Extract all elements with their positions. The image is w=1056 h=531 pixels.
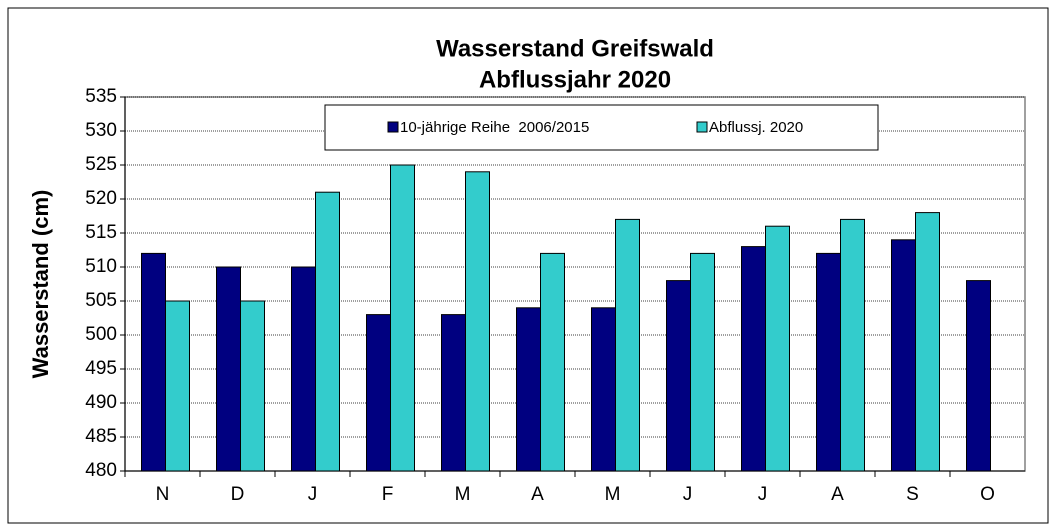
x-tick-label: N [156, 484, 170, 505]
bar [390, 164, 415, 472]
x-tick-label: F [382, 484, 394, 505]
x-tick-label: A [831, 484, 844, 505]
y-tick-label: 485 [85, 426, 117, 447]
legend-label: Abflussj. 2020 [709, 119, 803, 136]
bar [816, 252, 841, 472]
legend-swatch [696, 121, 708, 133]
bar [441, 314, 466, 472]
bar [741, 246, 766, 472]
x-tick-label: M [605, 484, 621, 505]
x-tick-label: J [758, 484, 768, 505]
legend-box [324, 104, 879, 151]
bar [291, 266, 316, 472]
x-tick-label: O [980, 484, 995, 505]
x-tick-label: M [455, 484, 471, 505]
y-axis-label: Wasserstand (cm) [28, 190, 53, 379]
bar [141, 252, 166, 472]
bar [915, 212, 940, 472]
chart-title: Wasserstand Greifswald [436, 35, 714, 62]
y-tick-label: 495 [85, 358, 117, 379]
bar [216, 266, 241, 472]
bar [165, 300, 190, 472]
x-tick-label: J [683, 484, 693, 505]
y-tick-label: 535 [85, 86, 117, 107]
y-tick-label: 510 [85, 256, 117, 277]
bar [966, 280, 991, 472]
y-tick-label: 525 [85, 154, 117, 175]
y-tick-label: 520 [85, 188, 117, 209]
bar [516, 307, 541, 472]
plot-background [124, 96, 1026, 472]
x-tick-label: J [308, 484, 318, 505]
y-tick-label: 490 [85, 392, 117, 413]
bar [690, 252, 715, 472]
legend-label: 10-jährige Reihe 2006/2015 [400, 119, 589, 136]
bar [615, 218, 640, 472]
y-tick-label: 505 [85, 290, 117, 311]
bar [591, 307, 616, 472]
bar [366, 314, 391, 472]
y-tick-label: 530 [85, 120, 117, 141]
bar [465, 171, 490, 472]
bar [315, 191, 340, 472]
bar [891, 239, 916, 472]
bar [840, 218, 865, 472]
x-tick-label: S [906, 484, 919, 505]
y-tick-label: 500 [85, 324, 117, 345]
legend-swatch [387, 121, 399, 133]
y-tick-label: 515 [85, 222, 117, 243]
bar [540, 252, 565, 472]
bar [765, 225, 790, 472]
x-tick-label: A [531, 484, 544, 505]
x-tick-label: D [231, 484, 245, 505]
chart-subtitle: Abflussjahr 2020 [479, 66, 671, 93]
bar [240, 300, 265, 472]
bar [666, 280, 691, 472]
y-tick-label: 480 [85, 460, 117, 481]
